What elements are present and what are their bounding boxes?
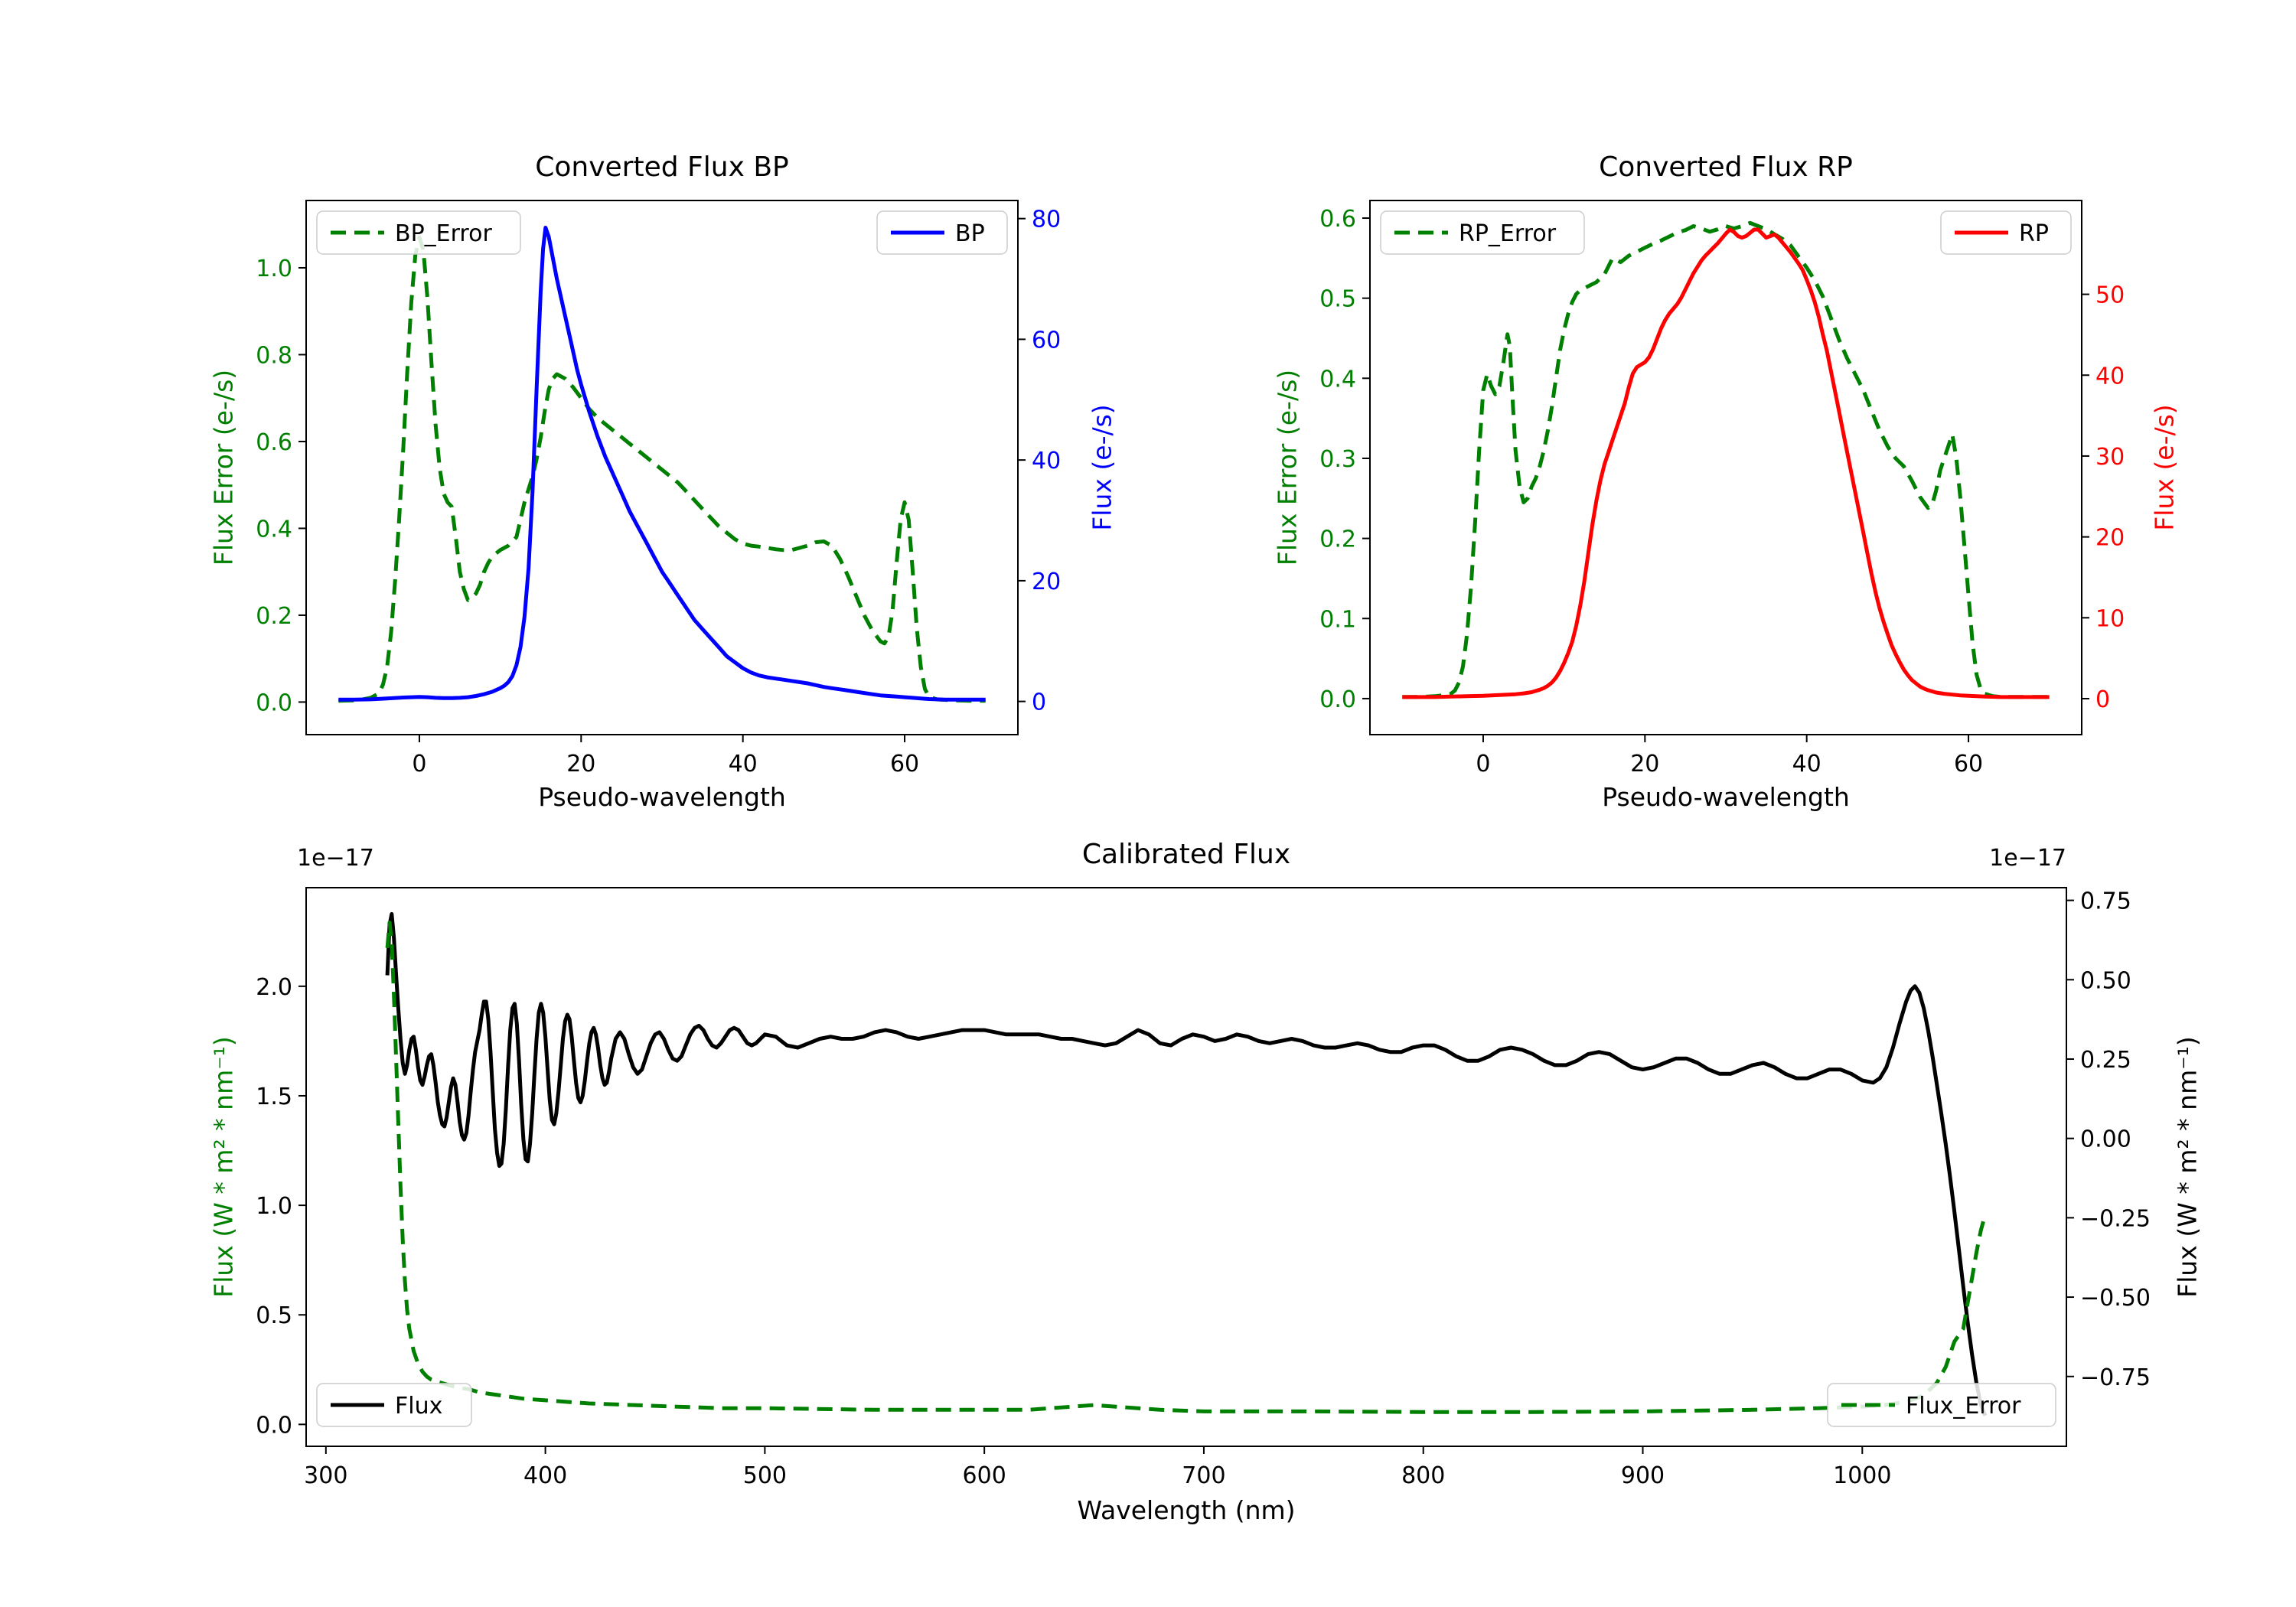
rp-right-axis-label: Flux (e-/s)	[2149, 404, 2180, 531]
svg-text:2.0: 2.0	[256, 974, 292, 1001]
rp-x-axis-label: Pseudo-wavelength	[1602, 782, 1850, 812]
legend-flux-error: Flux_Error	[1827, 1383, 2056, 1427]
calibrated-left-axis-label: Flux (W * m² * nm⁻¹)	[208, 1036, 239, 1298]
svg-text:0.6: 0.6	[256, 429, 292, 456]
svg-text:0.2: 0.2	[256, 603, 292, 630]
svg-text:0.8: 0.8	[256, 342, 292, 369]
svg-text:0.75: 0.75	[2080, 888, 2131, 915]
flux-curve	[385, 911, 1988, 1416]
legend-rp-error: RP_Error	[1380, 210, 1585, 255]
svg-text:0.0: 0.0	[1319, 686, 1356, 713]
legend-bp: BP	[876, 210, 1008, 255]
svg-text:0.00: 0.00	[2080, 1126, 2131, 1153]
svg-text:60: 60	[1954, 751, 1983, 777]
svg-text:0: 0	[1032, 689, 1046, 716]
svg-text:0.5: 0.5	[256, 1302, 292, 1329]
rp-left-axis-label: Flux Error (e-/s)	[1272, 369, 1303, 566]
svg-text:0: 0	[1476, 751, 1490, 777]
svg-text:30: 30	[2095, 444, 2125, 471]
calibrated-left-offset-text: 1e−17	[297, 845, 374, 872]
flux-error-curve	[385, 921, 1988, 1414]
svg-text:0.50: 0.50	[2080, 967, 2131, 994]
calibrated-x-axis-label: Wavelength (nm)	[1077, 1495, 1296, 1525]
svg-text:1.5: 1.5	[256, 1084, 292, 1110]
svg-text:0.0: 0.0	[256, 689, 292, 716]
svg-text:20: 20	[566, 751, 595, 777]
svg-text:Flux_Error: Flux_Error	[1906, 1393, 2021, 1420]
calibrated-right-axis-label: Flux (W * m² * nm⁻¹)	[2172, 1036, 2203, 1298]
legend-flux: Flux	[316, 1383, 472, 1427]
svg-text:50: 50	[2095, 282, 2125, 309]
svg-text:−0.25: −0.25	[2080, 1205, 2151, 1232]
bp-curve	[338, 226, 986, 702]
svg-text:20: 20	[1630, 751, 1659, 777]
legend-bp-error: BP_Error	[316, 210, 521, 255]
svg-text:RP_Error: RP_Error	[1459, 220, 1557, 247]
svg-text:20: 20	[1032, 569, 1061, 595]
svg-text:1.0: 1.0	[256, 256, 292, 282]
svg-text:0: 0	[2095, 686, 2110, 713]
svg-text:40: 40	[2095, 363, 2125, 390]
bp-left-axis-label: Flux Error (e-/s)	[208, 369, 239, 566]
calibrated-chart-title: Calibrated Flux	[1081, 839, 1291, 870]
svg-text:700: 700	[1182, 1462, 1225, 1489]
svg-text:0.3: 0.3	[1319, 446, 1356, 473]
rp-curve	[1402, 227, 2050, 699]
svg-text:800: 800	[1401, 1462, 1445, 1489]
svg-text:0: 0	[412, 751, 426, 777]
svg-text:80: 80	[1032, 207, 1061, 233]
svg-text:40: 40	[1792, 751, 1821, 777]
bp-x-axis-label: Pseudo-wavelength	[538, 782, 786, 812]
calibrated-right-offset-text: 1e−17	[1989, 845, 2066, 872]
svg-text:10: 10	[2095, 605, 2125, 632]
svg-text:RP: RP	[2019, 220, 2049, 247]
svg-text:40: 40	[1032, 448, 1061, 474]
svg-text:BP: BP	[955, 220, 985, 247]
svg-text:BP_Error: BP_Error	[395, 220, 492, 247]
svg-text:1000: 1000	[1833, 1462, 1891, 1489]
svg-text:0.4: 0.4	[1319, 366, 1356, 393]
axes-frame	[1369, 200, 2082, 735]
svg-text:20: 20	[2095, 525, 2125, 552]
svg-text:0.0: 0.0	[256, 1412, 292, 1439]
axes-frame	[305, 200, 1019, 735]
rp-chart-title: Converted Flux RP	[1599, 152, 1853, 183]
svg-text:900: 900	[1621, 1462, 1665, 1489]
svg-text:600: 600	[963, 1462, 1006, 1489]
svg-text:500: 500	[743, 1462, 787, 1489]
svg-text:400: 400	[523, 1462, 567, 1489]
svg-text:0.4: 0.4	[256, 516, 292, 543]
bp-chart-title: Converted Flux BP	[535, 152, 789, 183]
axes-frame	[305, 887, 2067, 1447]
svg-text:60: 60	[890, 751, 919, 777]
bp-right-axis-label: Flux (e-/s)	[1087, 404, 1117, 531]
svg-text:−0.50: −0.50	[2080, 1285, 2151, 1312]
svg-text:0.5: 0.5	[1319, 286, 1356, 313]
bp-error-curve	[338, 235, 986, 703]
legend-rp: RP	[1940, 210, 2072, 255]
svg-text:0.25: 0.25	[2080, 1047, 2131, 1074]
svg-text:60: 60	[1032, 327, 1061, 354]
svg-text:Flux: Flux	[395, 1393, 442, 1420]
svg-text:40: 40	[729, 751, 758, 777]
svg-text:300: 300	[304, 1462, 347, 1489]
svg-text:−0.75: −0.75	[2080, 1364, 2151, 1391]
svg-text:0.2: 0.2	[1319, 526, 1356, 553]
svg-text:0.6: 0.6	[1319, 206, 1356, 233]
svg-text:1.0: 1.0	[256, 1193, 292, 1220]
svg-text:0.1: 0.1	[1319, 606, 1356, 633]
